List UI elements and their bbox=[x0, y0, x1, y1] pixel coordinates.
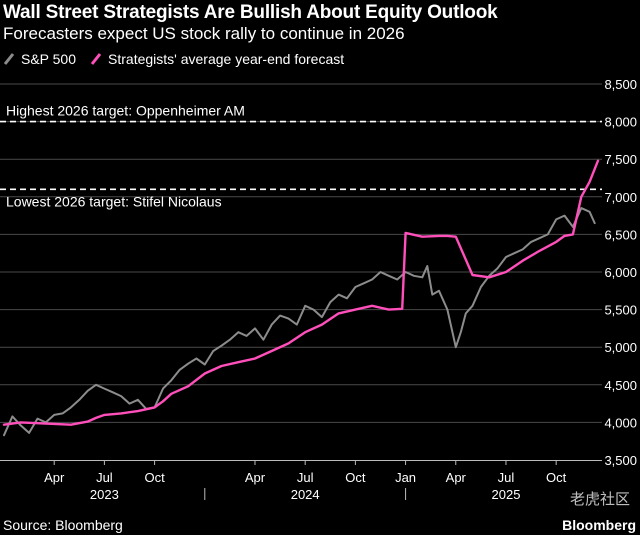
x-tick-label: Jul bbox=[96, 470, 113, 485]
chart-title: Wall Street Strategists Are Bullish Abou… bbox=[3, 2, 498, 23]
y-tick-label: 5,500 bbox=[604, 303, 637, 318]
year-label: 2023 bbox=[90, 487, 119, 502]
x-tick-label: Oct bbox=[144, 470, 165, 485]
legend-swatch-forecast bbox=[90, 53, 102, 65]
chart-legend: S&P 500 Strategists' average year-end fo… bbox=[3, 51, 358, 67]
x-tick-label: Apr bbox=[44, 470, 65, 485]
chart-subtitle: Forecasters expect US stock rally to con… bbox=[3, 24, 405, 43]
y-tick-label: 3,500 bbox=[604, 453, 637, 468]
y-tick-label: 4,000 bbox=[604, 415, 637, 430]
legend-item-forecast: Strategists' average year-end forecast bbox=[90, 51, 344, 67]
source-note: Source: Bloomberg bbox=[3, 517, 123, 533]
reference-line-label: Highest 2026 target: Oppenheimer AM bbox=[6, 103, 245, 119]
x-tick-label: Oct bbox=[546, 470, 567, 485]
legend-label-forecast: Strategists' average year-end forecast bbox=[108, 51, 345, 67]
year-label: 2024 bbox=[291, 487, 320, 502]
x-tick-label: Apr bbox=[245, 470, 266, 485]
x-tick-label: Jul bbox=[297, 470, 314, 485]
x-tick-label: Oct bbox=[345, 470, 366, 485]
y-tick-label: 7,500 bbox=[604, 152, 637, 167]
y-tick-label: 7,000 bbox=[604, 190, 637, 205]
legend-swatch-sp500 bbox=[3, 53, 15, 65]
y-tick-label: 6,500 bbox=[604, 227, 637, 242]
x-tick-label: Jan bbox=[395, 470, 416, 485]
reference-line-label: Lowest 2026 target: Stifel Nicolaus bbox=[6, 193, 222, 209]
series-line-forecast bbox=[2, 159, 600, 426]
y-tick-label: 5,000 bbox=[604, 340, 637, 355]
year-label: 2025 bbox=[492, 487, 521, 502]
x-tick-label: Apr bbox=[446, 470, 467, 485]
y-tick-label: 6,000 bbox=[604, 265, 637, 280]
watermark-logo: 老虎社区 bbox=[569, 491, 630, 508]
legend-item-sp500: S&P 500 bbox=[3, 51, 76, 67]
brand-logo: Bloomberg bbox=[562, 517, 636, 533]
y-tick-label: 8,000 bbox=[604, 115, 637, 130]
legend-label-sp500: S&P 500 bbox=[21, 51, 77, 67]
series-line-sp500 bbox=[3, 207, 596, 437]
y-tick-label: 8,500 bbox=[604, 77, 637, 92]
y-tick-label: 4,500 bbox=[604, 378, 637, 393]
x-tick-label: Jul bbox=[498, 470, 515, 485]
